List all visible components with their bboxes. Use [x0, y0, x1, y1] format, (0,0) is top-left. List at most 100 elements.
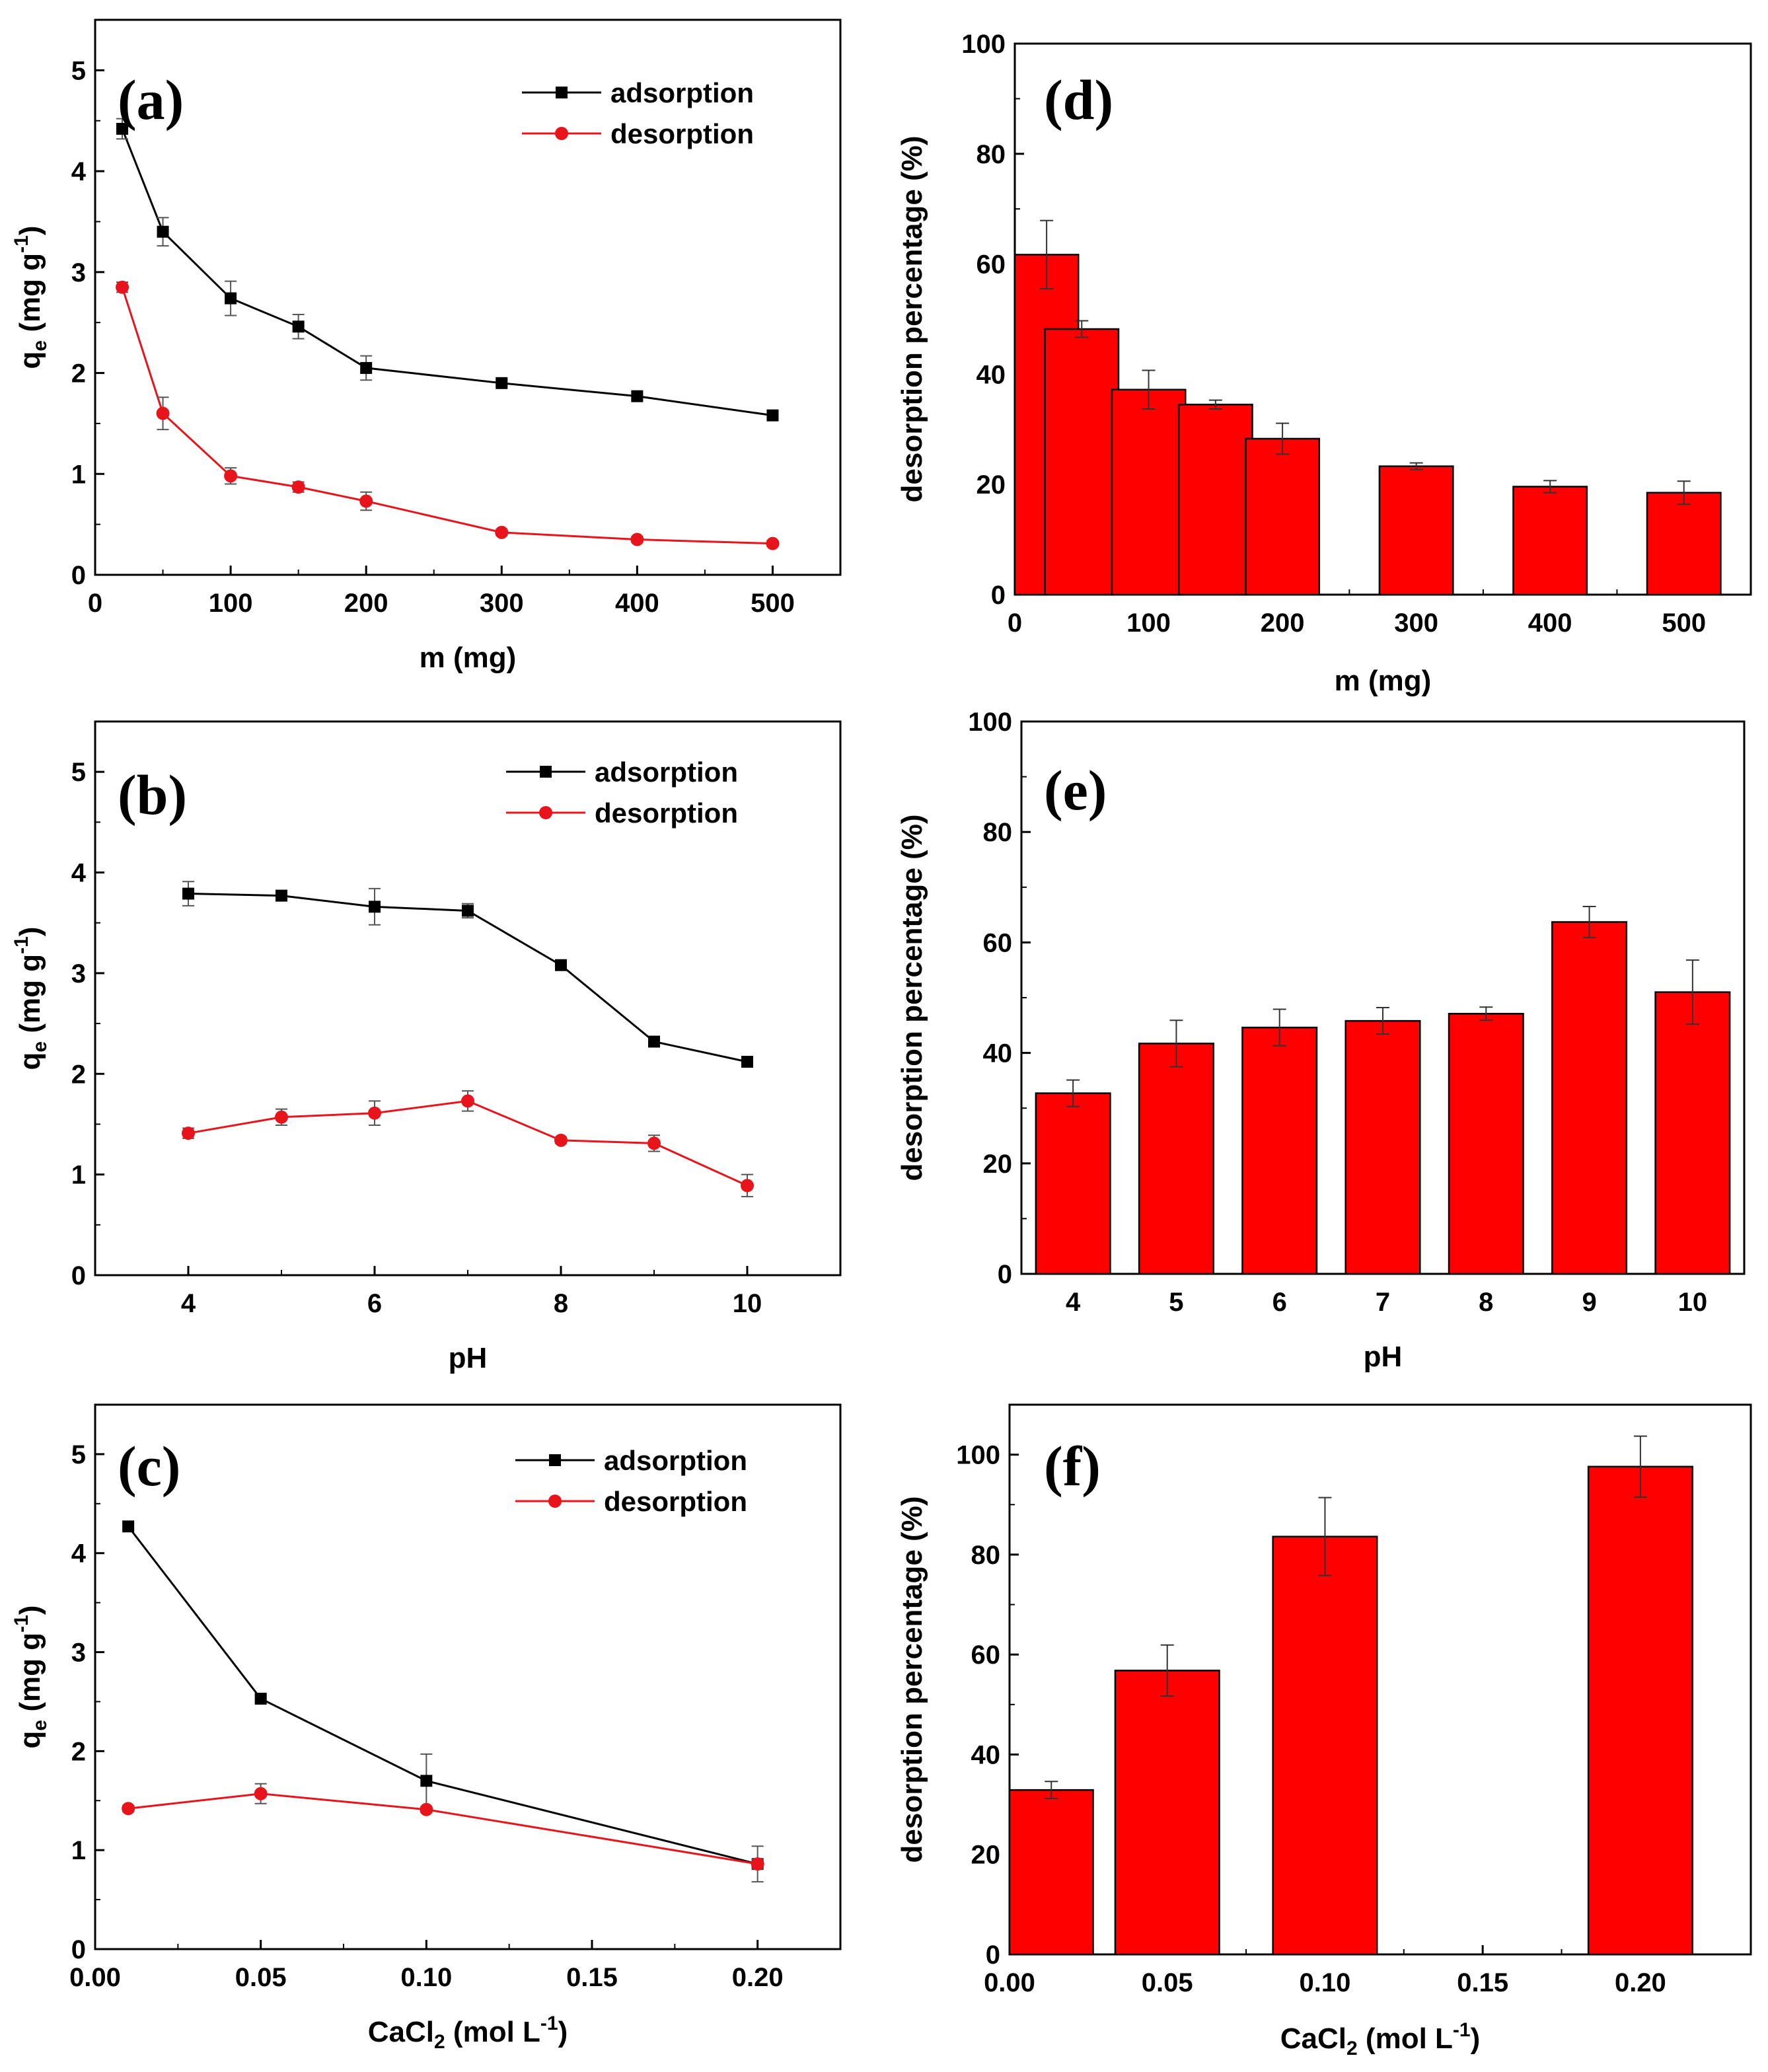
x-tick-label: 300 [1394, 609, 1438, 638]
desorption-point [122, 1802, 135, 1816]
bar [1646, 492, 1722, 596]
x-tick-label: 4 [181, 1289, 196, 1318]
x-tick-label: 0 [1008, 609, 1022, 638]
y-axis-label: desorption percentage (%) [896, 136, 928, 503]
bar [1138, 1043, 1214, 1275]
y-tick-label: 60 [971, 1641, 1001, 1670]
y-tick-label: 5 [71, 56, 86, 85]
panel-c: 0 1 2 3 4 5 0.00 0.05 0.10 0.15 0.20 CaCl2 (mol L-1… [11, 1403, 842, 2053]
bar [1344, 1019, 1421, 1275]
plot-frame [94, 18, 842, 576]
y-axis-label-text: qe (mg g-1) [11, 226, 51, 369]
legend: adsorption desorption [506, 757, 738, 829]
panel-label: (e) [1044, 758, 1107, 822]
desorption-point [751, 1857, 764, 1871]
bar [1114, 1670, 1220, 1956]
panel-a: 0 1 2 3 4 5 0 100 200 300 400 500 m (mg) qe (mg g-1) a… [11, 18, 842, 674]
x-tick-label: 0.10 [1300, 1968, 1351, 1997]
adsorption-point [631, 390, 644, 402]
y-tick-label: 100 [968, 708, 1012, 737]
y-tick-label: 5 [71, 758, 86, 787]
y-tick-label: 60 [976, 250, 1006, 279]
x-tick-label: 0.00 [984, 1968, 1035, 1997]
legend-label-adsorption: adsorption [595, 757, 738, 788]
y-tick-label: 4 [71, 1539, 87, 1569]
x-axis-label-text: CaCl2 (mol L-1) [368, 2013, 568, 2053]
y-tick-label: 0 [71, 1935, 86, 1964]
panel-label: (c) [118, 1434, 180, 1498]
adsorption-point [462, 905, 474, 917]
desorption-point [554, 1133, 568, 1147]
plot-frame [94, 1403, 842, 1950]
desorption-line [128, 1793, 758, 1865]
y-tick-label: 3 [71, 258, 86, 287]
y-tick-label: 100 [961, 30, 1006, 59]
legend-marker-desorption [555, 127, 568, 140]
adsorption-point [420, 1775, 433, 1787]
adsorption-point [555, 959, 567, 971]
y-tick-label: 40 [976, 360, 1006, 389]
y-tick-label: 40 [971, 1740, 1001, 1769]
plot-frame [1008, 1403, 1752, 1956]
y-tick-label: 0 [71, 561, 86, 590]
desorption-point [291, 480, 305, 494]
x-tick-label: 0.10 [400, 1963, 452, 1992]
legend-label-desorption: desorption [610, 118, 754, 149]
y-axis-label-text: desorption percentage (%) [896, 136, 928, 503]
y-axis-label-text: desorption percentage (%) [896, 815, 928, 1181]
y-tick-label: 3 [71, 1639, 86, 1668]
bar [1177, 404, 1253, 596]
x-axis-label-text: m (mg) [420, 642, 517, 674]
legend-marker-adsorption [549, 1454, 561, 1466]
adsorption-point [648, 1035, 660, 1048]
adsorption-point [182, 887, 194, 900]
y-tick-label: 80 [971, 1541, 1001, 1570]
adsorption-point [276, 889, 287, 902]
desorption-point [741, 1179, 754, 1193]
x-tick-label: 500 [1662, 609, 1706, 638]
x-tick-label: 0.20 [1615, 1968, 1666, 1997]
desorption-point [156, 406, 170, 420]
x-tick-label: 5 [1169, 1288, 1183, 1317]
bar [1448, 1012, 1524, 1275]
y-axis-label: qe (mg g-1) [11, 226, 51, 369]
x-tick-label: 7 [1376, 1288, 1390, 1317]
x-tick-label: 0.15 [566, 1963, 618, 1992]
x-tick-label: 6 [367, 1289, 382, 1318]
x-axis-label-text: CaCl2 (mol L-1) [1280, 2019, 1480, 2059]
x-tick-label: 400 [1528, 609, 1572, 638]
panel-label: (b) [118, 763, 187, 827]
x-axis-label: pH [1364, 1341, 1403, 1373]
x-tick-label: 10 [733, 1289, 762, 1318]
x-tick-label: 10 [1678, 1288, 1708, 1317]
panel-label: (a) [118, 68, 184, 131]
y-tick-label: 4 [71, 859, 87, 888]
bar [1111, 388, 1187, 596]
x-tick-label: 4 [1066, 1288, 1081, 1317]
y-tick-label: 2 [71, 359, 86, 388]
y-tick-label: 0 [71, 1261, 86, 1290]
legend-marker-adsorption [540, 766, 552, 778]
panel-f: 0 20 40 60 80 100 0.00 0.05 0.10 0.15 0.20 CaCl2 (m… [896, 1403, 1752, 2059]
x-tick-label: 200 [344, 589, 388, 618]
bar [1512, 486, 1588, 596]
legend-marker-desorption [539, 806, 552, 819]
x-tick-label: 200 [1261, 609, 1305, 638]
x-axis-label: CaCl2 (mol L-1) [1280, 2019, 1480, 2059]
x-tick-label: 0.05 [1142, 1968, 1193, 1997]
y-axis-label-text: qe (mg g-1) [11, 1606, 51, 1749]
x-axis-label: CaCl2 (mol L-1) [368, 2013, 568, 2053]
bar [1044, 328, 1120, 596]
y-tick-label: 100 [956, 1441, 1000, 1470]
adsorption-point [225, 292, 237, 305]
x-axis-label-text: pH [449, 1342, 488, 1374]
x-tick-label: 8 [1479, 1288, 1493, 1317]
legend-label-desorption: desorption [595, 797, 738, 829]
desorption-point [116, 280, 129, 294]
y-tick-label: 40 [983, 1039, 1013, 1068]
y-axis-label: desorption percentage (%) [896, 815, 928, 1181]
legend-label-adsorption: adsorption [604, 1445, 747, 1476]
y-tick-label: 20 [971, 1841, 1001, 1870]
x-tick-label: 6 [1272, 1288, 1287, 1317]
y-axis-label: qe (mg g-1) [11, 927, 51, 1070]
